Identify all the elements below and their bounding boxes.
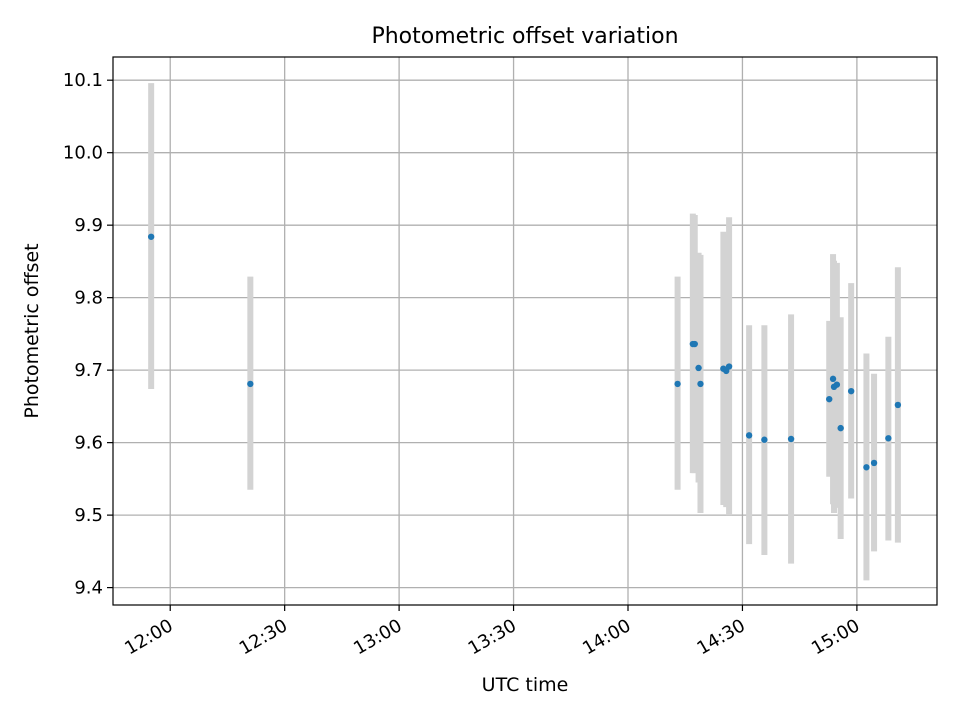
y-tick-label: 10.0 [63, 143, 103, 164]
data-point [761, 436, 768, 443]
x-tick-label: 12:00 [121, 615, 176, 659]
x-tick-label: 13:00 [350, 615, 405, 659]
data-point [863, 464, 870, 471]
plot-frame [112, 56, 938, 606]
data-point [894, 401, 902, 409]
y-tick-label: 9.6 [74, 433, 103, 454]
data-point [870, 459, 878, 467]
y-axis-ticks: 9.4 9.5 9.6 9.7 9.8 9.9 10.0 10.1 [63, 70, 113, 599]
data-points [147, 233, 902, 471]
data-point [837, 424, 844, 432]
x-tick-label: 15:00 [808, 615, 863, 659]
data-point [829, 375, 837, 383]
data-point [247, 380, 254, 388]
data-point [147, 233, 155, 240]
error-bars [148, 83, 901, 581]
y-tick-label: 9.7 [74, 360, 103, 381]
x-tick-label: 13:30 [465, 615, 520, 659]
chart-title: Photometric offset variation [371, 24, 678, 49]
x-tick-label: 14:00 [579, 615, 634, 659]
data-point [695, 364, 702, 372]
y-tick-label: 9.4 [74, 578, 103, 599]
data-point [691, 340, 698, 348]
x-axis-ticks: 12:00 12:30 13:00 13:30 14:00 14:30 15:00 [121, 605, 863, 659]
y-tick-label: 9.5 [74, 505, 103, 526]
x-tick-label: 14:30 [694, 615, 749, 659]
data-point [674, 380, 681, 388]
data-point [847, 387, 855, 395]
y-tick-label: 9.8 [74, 288, 103, 309]
data-point [787, 435, 795, 443]
y-tick-label: 9.9 [74, 215, 103, 236]
y-axis-label: Photometric offset [21, 243, 43, 418]
data-point [885, 435, 892, 442]
y-tick-label: 10.1 [63, 70, 103, 91]
data-point [697, 380, 704, 388]
data-point [745, 432, 753, 439]
data-point [833, 381, 841, 388]
grid-lines [113, 57, 937, 605]
data-point [725, 363, 733, 370]
x-axis-label: UTC time [482, 674, 569, 696]
data-point [826, 395, 833, 403]
x-tick-label: 12:30 [236, 615, 291, 659]
